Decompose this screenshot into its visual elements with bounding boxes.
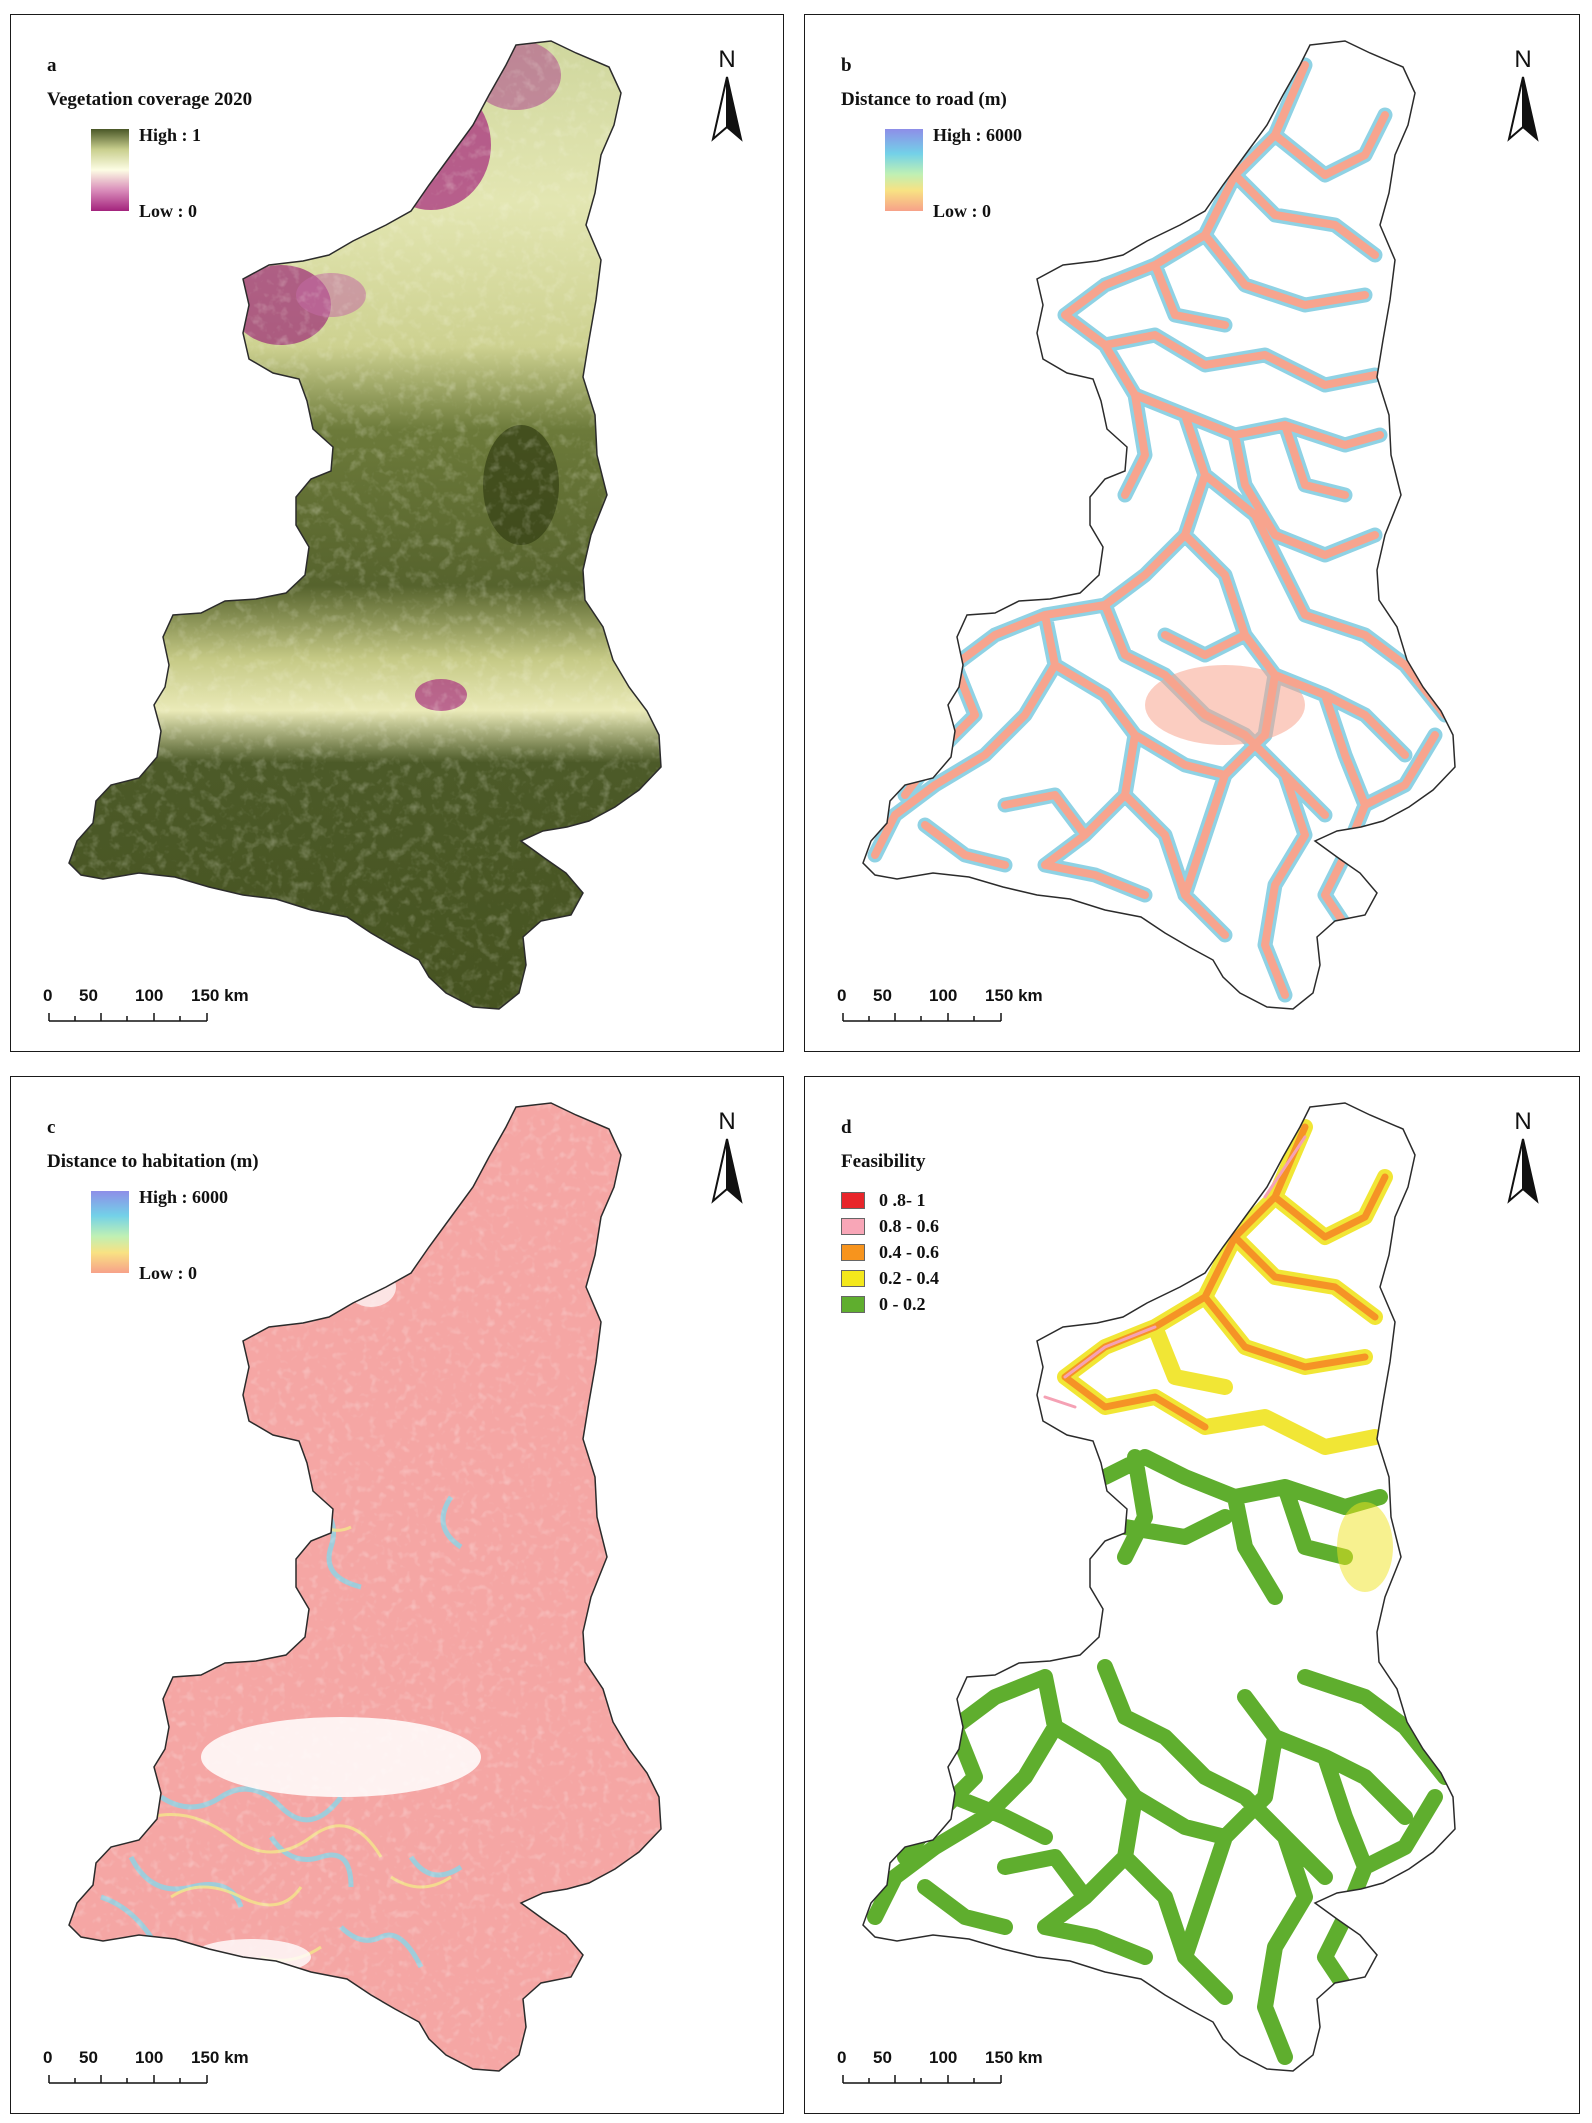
panel-distance-to-road: b Distance to road (m) High : 6000 Low :… [804, 14, 1580, 1052]
svg-text:100: 100 [929, 986, 957, 1005]
legend-high-label: High : 1 [139, 125, 202, 145]
panel-feasibility: d Feasibility 0 .8- 1 0.8 - 0.6 0.4 - 0.… [804, 1076, 1580, 2114]
legend-class-0.8-0.6: 0.8 - 0.6 [841, 1213, 939, 1239]
legend-swatch [841, 1243, 865, 1261]
legend-class-0.4-0.6: 0.4 - 0.6 [841, 1239, 939, 1265]
distance-to-road-map [862, 40, 1456, 1010]
svg-text:N: N [718, 1108, 735, 1135]
legend-title: Feasibility [841, 1151, 926, 1172]
svg-text:100: 100 [135, 986, 163, 1005]
feasibility-map [862, 1102, 1456, 2072]
color-ramp [885, 129, 923, 211]
legend-title: Vegetation coverage 2020 [47, 89, 253, 110]
legend-swatch [841, 1269, 865, 1287]
svg-text:150 km: 150 km [985, 986, 1043, 1005]
vegetation-coverage-map [68, 40, 662, 1010]
svg-text:50: 50 [79, 986, 98, 1005]
scale-bar: 0 50 100 150 km [43, 2048, 249, 2084]
north-arrow-icon: N [1507, 1108, 1539, 1204]
panel-letter: d [841, 1117, 852, 1138]
svg-text:0: 0 [43, 2048, 52, 2067]
legend-class-0.8-1: 0 .8- 1 [841, 1187, 939, 1213]
scale-bar: 0 50 100 150 km [43, 986, 249, 1022]
legend-high-label: High : 6000 [933, 125, 1023, 145]
legend-class-label: 0.8 - 0.6 [879, 1215, 939, 1236]
color-ramp [91, 1191, 129, 1273]
svg-text:N: N [1514, 1108, 1531, 1135]
svg-text:N: N [1514, 46, 1531, 73]
svg-text:150 km: 150 km [191, 986, 249, 1005]
north-arrow-icon: N [1507, 46, 1539, 142]
svg-text:50: 50 [79, 2048, 98, 2067]
svg-text:150 km: 150 km [191, 2048, 249, 2067]
distance-to-habitation-map [68, 1102, 662, 2072]
svg-text:N: N [718, 46, 735, 73]
svg-text:0: 0 [837, 986, 846, 1005]
scale-bar: 0 50 100 150 km [837, 986, 1043, 1022]
legend-swatch [841, 1191, 865, 1209]
scale-bar: 0 50 100 150 km [837, 2048, 1043, 2084]
panel-distance-to-habitation: c Distance to habitation (m) High : 6000… [10, 1076, 784, 2114]
legend-low-label: Low : 0 [139, 1263, 197, 1283]
svg-text:0: 0 [43, 986, 52, 1005]
north-arrow-icon: N [711, 1108, 743, 1204]
panel-letter: b [841, 55, 852, 76]
legend-class-0.2-0.4: 0.2 - 0.4 [841, 1265, 939, 1291]
svg-text:0: 0 [837, 2048, 846, 2067]
legend-swatch [841, 1217, 865, 1235]
panel-letter: c [47, 1117, 56, 1138]
svg-text:150 km: 150 km [985, 2048, 1043, 2067]
svg-text:100: 100 [135, 2048, 163, 2067]
legend-low-label: Low : 0 [933, 201, 991, 221]
legend-class-0-0.2: 0 - 0.2 [841, 1291, 939, 1317]
svg-text:100: 100 [929, 2048, 957, 2067]
north-arrow-icon: N [711, 46, 743, 142]
panel-letter: a [47, 55, 57, 76]
legend-high-label: High : 6000 [139, 1187, 229, 1207]
feasibility-legend: 0 .8- 1 0.8 - 0.6 0.4 - 0.6 0.2 - 0.4 0 … [841, 1187, 939, 1317]
legend-low-label: Low : 0 [139, 201, 197, 221]
svg-text:50: 50 [873, 986, 892, 1005]
legend-class-label: 0 .8- 1 [879, 1189, 926, 1210]
legend-class-label: 0.2 - 0.4 [879, 1267, 939, 1288]
color-ramp [91, 129, 129, 211]
legend-title: Distance to road (m) [841, 89, 1007, 110]
legend-class-label: 0 - 0.2 [879, 1293, 926, 1314]
svg-text:50: 50 [873, 2048, 892, 2067]
legend-class-label: 0.4 - 0.6 [879, 1241, 939, 1262]
legend-title: Distance to habitation (m) [47, 1151, 259, 1172]
panel-vegetation-coverage: a Vegetation coverage 2020 High : 1 Low … [10, 14, 784, 1052]
legend-swatch [841, 1295, 865, 1313]
